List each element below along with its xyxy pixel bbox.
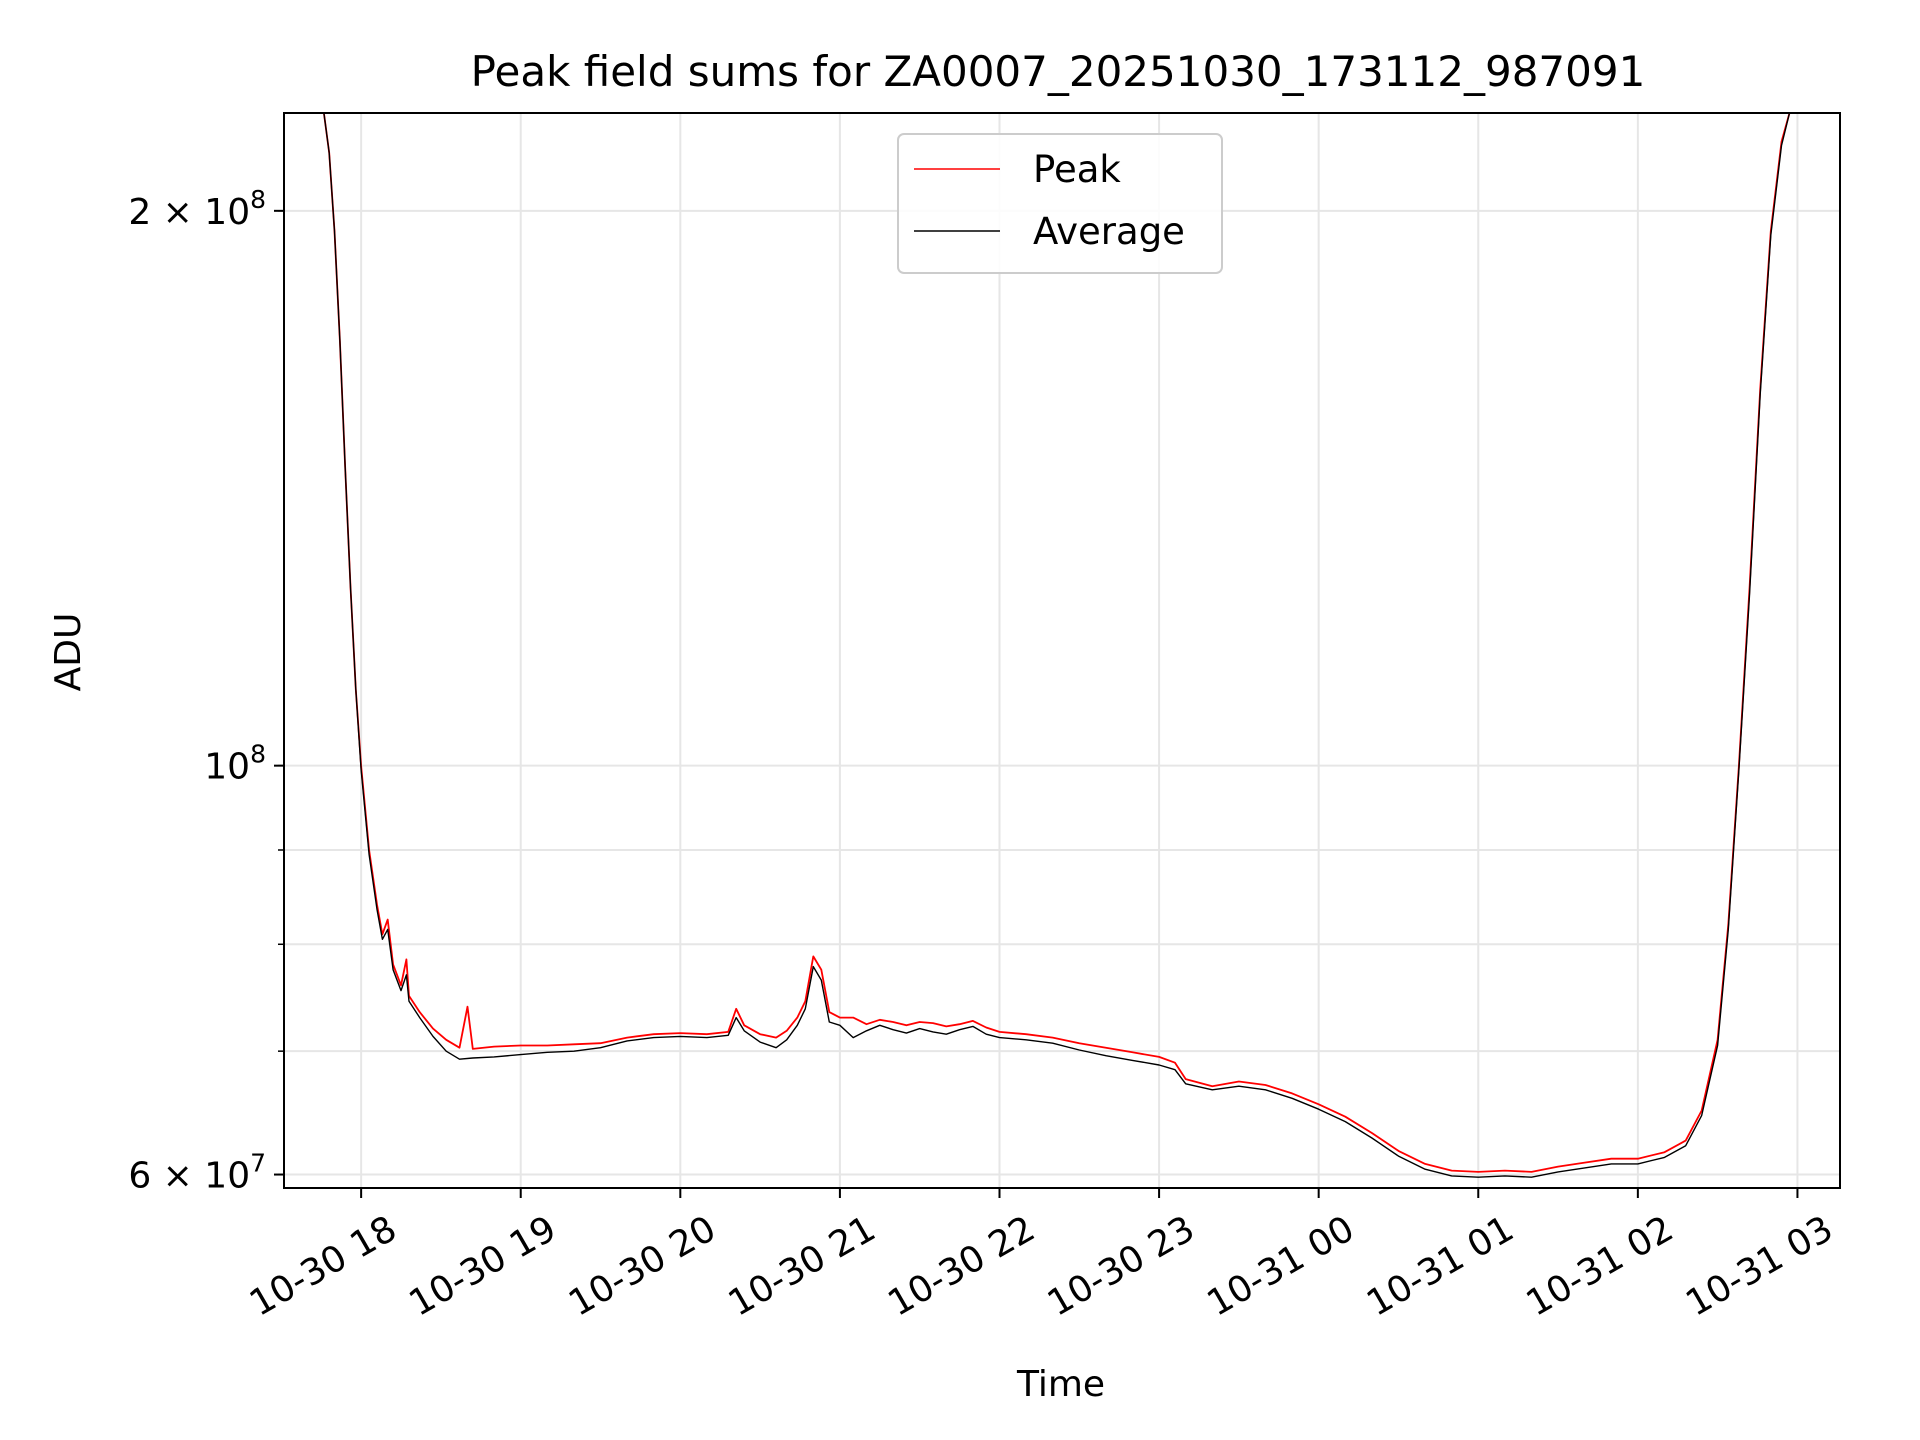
plot-frame — [283, 112, 1841, 1189]
x-tick-label: 10-31 00 — [1200, 1208, 1361, 1324]
x-tick-label: 10-30 21 — [722, 1208, 883, 1324]
x-tick-label: 10-31 03 — [1679, 1208, 1840, 1324]
grid — [284, 113, 1840, 1188]
chart-title: Peak field sums for ZA0007_20251030_1731… — [471, 47, 1646, 96]
x-tick-label: 10-30 22 — [881, 1208, 1042, 1324]
x-tick-label: 10-30 20 — [562, 1208, 723, 1324]
legend-label-average: Average — [1033, 210, 1185, 253]
y-tick-label: 6 × 107 — [128, 1149, 266, 1197]
x-tick-label: 10-30 18 — [243, 1208, 404, 1324]
series-line-average — [323, 113, 1791, 1178]
y-axis: 6 × 107 108 2 × 108 — [128, 185, 284, 1197]
x-axis-label: Time — [1016, 1364, 1105, 1405]
x-tick-label: 10-31 02 — [1520, 1208, 1681, 1324]
y-tick-label: 108 — [204, 740, 266, 788]
x-tick-label: 10-30 23 — [1041, 1208, 1202, 1324]
legend: Peak Average — [897, 133, 1223, 274]
y-axis-label: ADU — [48, 613, 89, 692]
y-tick-label: 2 × 108 — [128, 185, 266, 233]
x-tick-label: 10-31 01 — [1360, 1208, 1521, 1324]
series-layer — [323, 113, 1791, 1178]
legend-label-peak: Peak — [1033, 148, 1121, 191]
x-tick-label: 10-30 19 — [403, 1208, 564, 1324]
